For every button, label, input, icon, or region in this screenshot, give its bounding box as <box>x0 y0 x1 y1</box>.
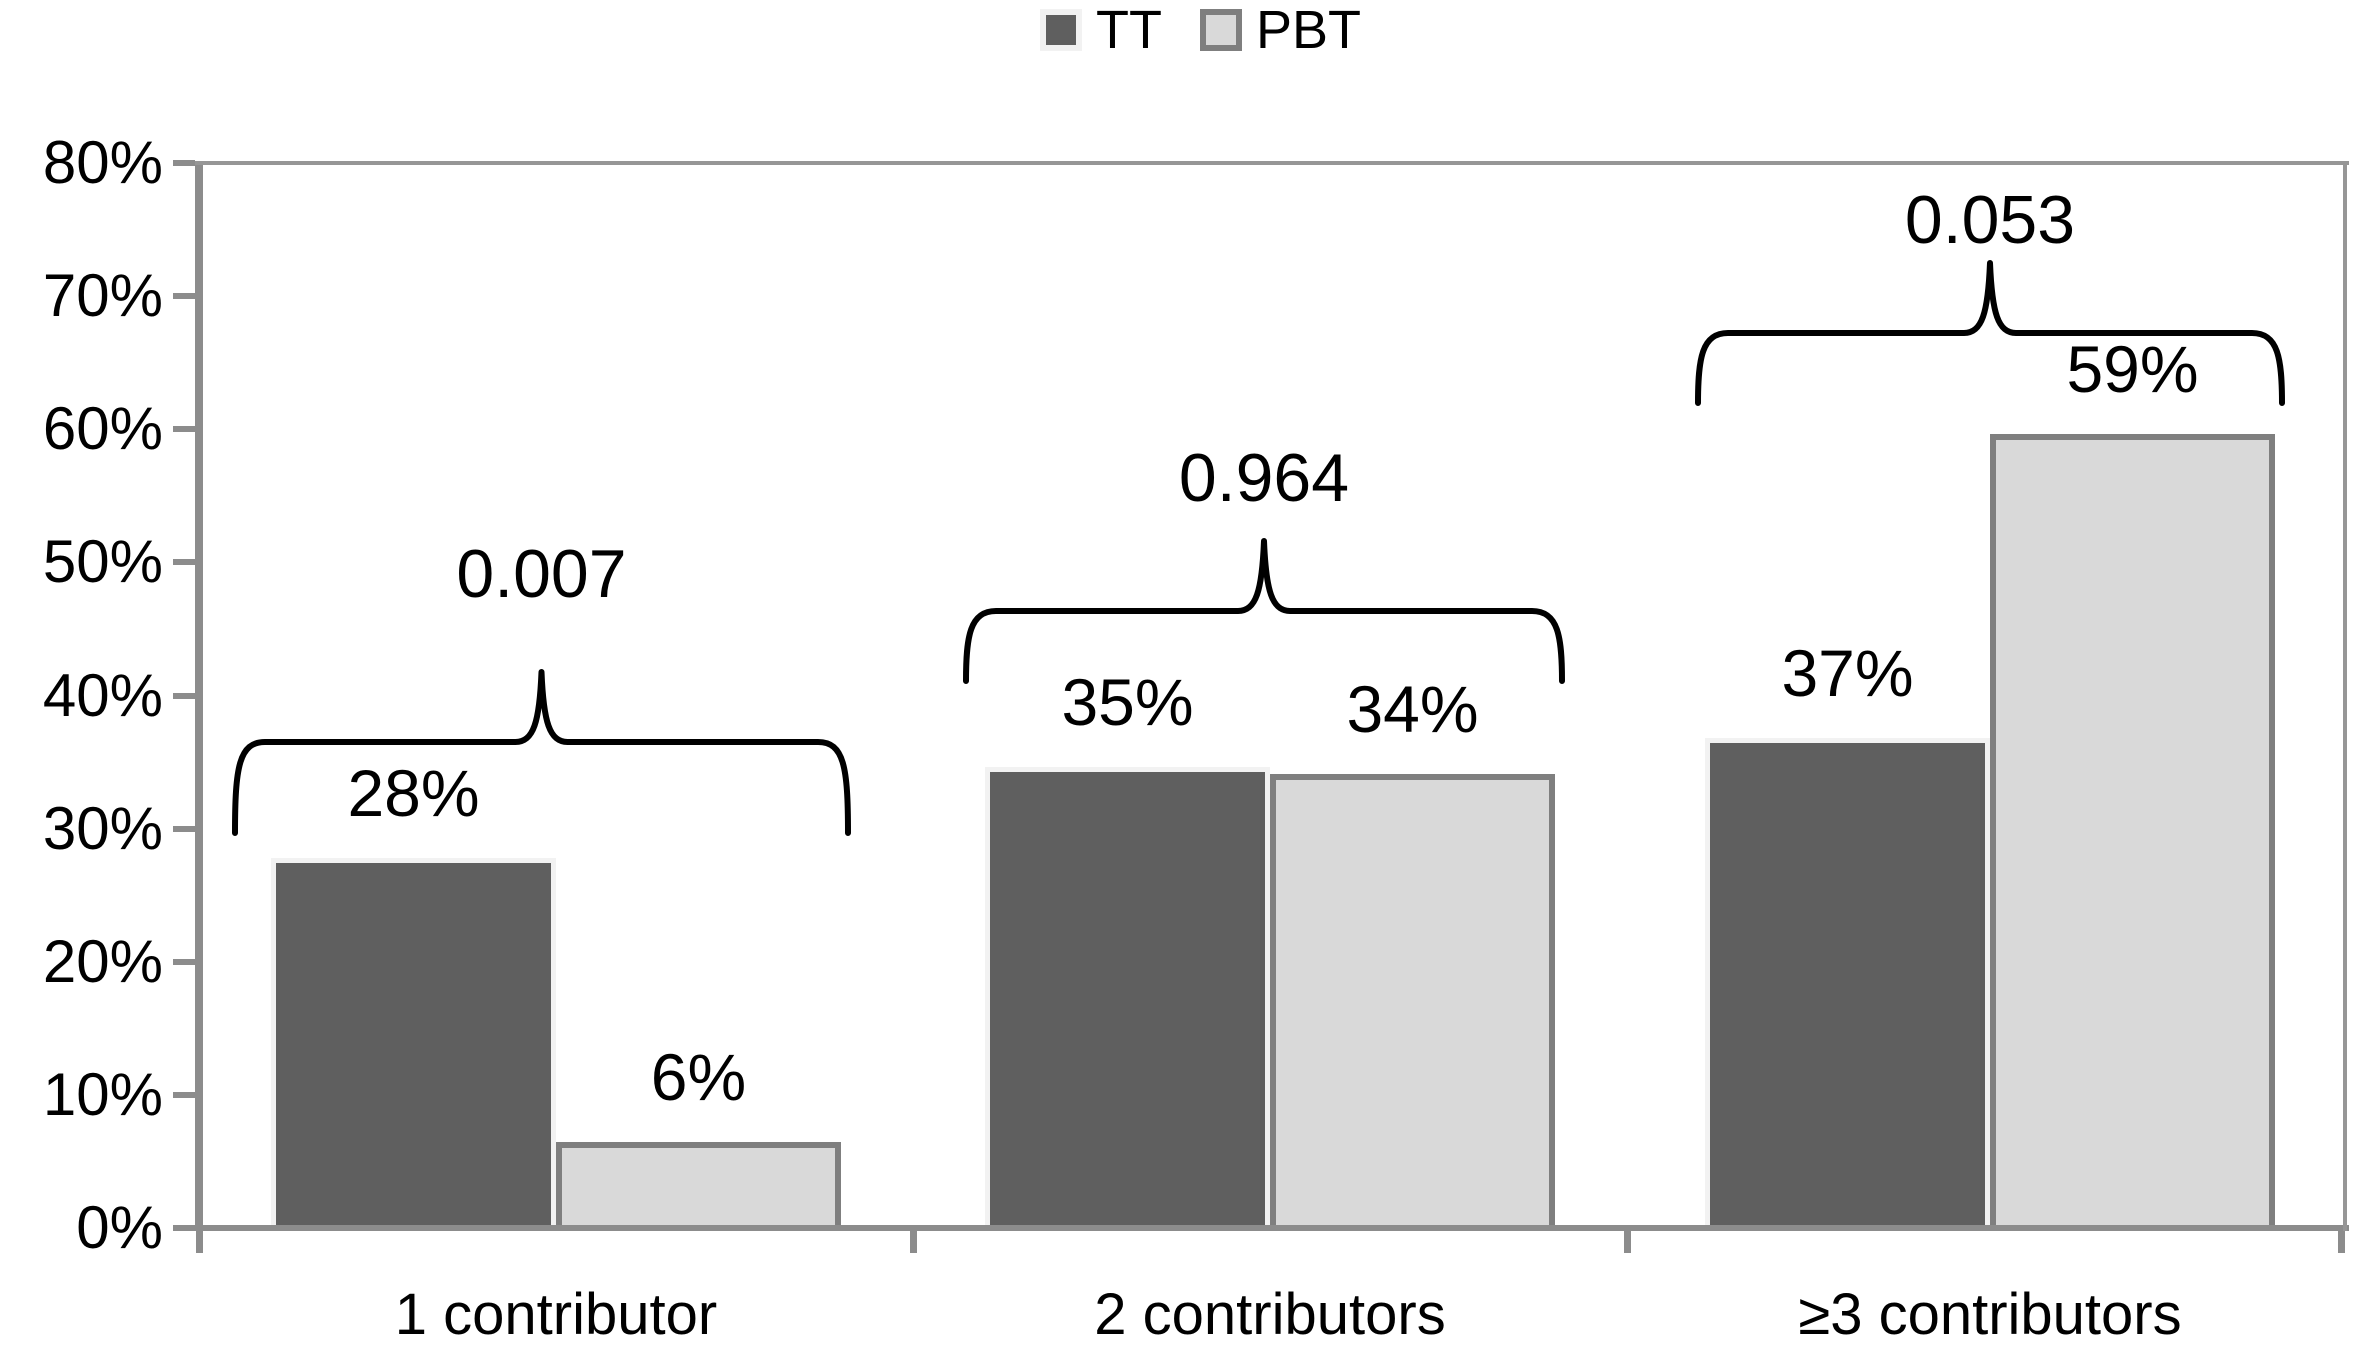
bar-value-label: 37% <box>1781 636 1914 710</box>
plot-right-border <box>2343 161 2347 1231</box>
x-category-label: 1 contributor <box>394 1282 718 1347</box>
bar-value-label: 59% <box>2066 332 2199 406</box>
y-tick-label: 70% <box>42 262 163 330</box>
y-axis-line <box>195 161 203 1231</box>
y-tick-label: 80% <box>42 129 163 196</box>
y-tick-mark <box>173 825 195 832</box>
y-tick-mark <box>173 1225 195 1231</box>
bar-value-label: 28% <box>347 756 480 830</box>
significance-brace <box>1695 260 2285 406</box>
x-axis-line <box>195 1225 2349 1231</box>
tt-series-swatch <box>1040 9 1082 51</box>
y-tick-label: 10% <box>42 1060 163 1128</box>
y-tick-label: 50% <box>42 528 163 596</box>
p-value-label: 0.964 <box>1178 440 1350 516</box>
bar-value-label: 6% <box>650 1040 747 1114</box>
y-tick-mark <box>173 160 195 166</box>
y-tick-mark <box>173 1091 195 1098</box>
p-value-label: 0.053 <box>1904 182 2076 258</box>
significance-brace <box>232 669 851 836</box>
bar-tt-group3 <box>1705 738 1990 1225</box>
legend-item-pbt: PBT <box>1199 0 1362 60</box>
pbt-series-swatch <box>1199 9 1242 51</box>
y-tick-label: 40% <box>42 661 163 729</box>
x-tick-mark <box>2337 1231 2345 1253</box>
bar-tt-group1 <box>271 858 556 1225</box>
bar-pbt-group1 <box>556 1142 841 1225</box>
y-tick-label: 0% <box>76 1194 163 1261</box>
x-tick-mark <box>1623 1231 1631 1253</box>
bar-pbt-group2 <box>1270 774 1555 1225</box>
y-tick-label: 20% <box>42 927 163 995</box>
bar-value-label: 34% <box>1346 672 1479 746</box>
y-tick-mark <box>173 293 195 300</box>
y-tick-mark <box>173 559 195 566</box>
y-tick-label: 60% <box>42 395 163 463</box>
legend-label-pbt: PBT <box>1255 0 1362 60</box>
legend-item-tt: TT <box>1040 2 1162 58</box>
legend-label-tt: TT <box>1096 0 1162 60</box>
significance-brace <box>963 538 1565 684</box>
legend: TT PBT <box>1040 2 1361 58</box>
y-tick-mark <box>173 692 195 699</box>
x-tick-mark <box>909 1231 917 1253</box>
y-tick-mark <box>173 958 195 965</box>
bar-tt-group2 <box>985 767 1270 1225</box>
plot-top-border <box>195 161 2349 165</box>
bar-value-label: 35% <box>1061 665 1194 739</box>
x-category-label: 2 contributors <box>1094 1282 1446 1347</box>
bar-pbt-group3 <box>1990 434 2275 1225</box>
x-tick-mark <box>195 1231 203 1253</box>
p-value-label: 0.007 <box>456 536 627 612</box>
y-tick-label: 30% <box>42 794 163 862</box>
y-tick-mark <box>173 426 195 433</box>
x-category-label: ≥3 contributors <box>1798 1282 2182 1347</box>
